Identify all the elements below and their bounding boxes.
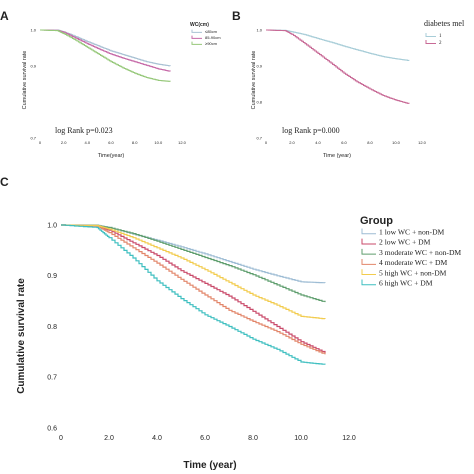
- panel-b: B Cumulative survival rate Time (year) l…: [232, 9, 465, 159]
- panel-b-xtick: 12.0: [418, 140, 427, 145]
- panel-c-xtick: 10.0: [294, 435, 308, 442]
- panel-a-legend-title: WC(cm): [190, 22, 209, 28]
- panel-c-ytick: 0.9: [47, 273, 57, 280]
- panel-a-xtick: 12.0: [178, 140, 187, 145]
- panel-b-xtick: 8.0: [367, 140, 373, 145]
- panel-c-ytick: 0.7: [47, 375, 57, 382]
- panel-c-xtick: 2.0: [104, 435, 114, 442]
- panel-a-ytick: 1.0: [30, 27, 36, 32]
- legend-item-wc-2: 85-90cm: [205, 35, 221, 40]
- panel-c-legend-title: Group: [360, 215, 393, 227]
- panel-c-xtick: 8.0: [248, 435, 258, 442]
- panel-c-xtick: 0: [59, 435, 63, 442]
- panel-a-series-line-2: [40, 29, 171, 72]
- legend-item-group-2: 2 low WC + DM: [379, 238, 431, 247]
- panel-b-ticks: 0 2.0 4.0 6.0 8.0 10.0 12.0 0.7 0.8 0.9 1.0: [256, 27, 426, 145]
- panel-b-lines: [266, 29, 410, 104]
- panel-a-xtick: 2.0: [61, 140, 67, 145]
- panel-b-ytick: 0.9: [256, 63, 262, 68]
- panel-c-legend-swatch: [361, 238, 376, 245]
- legend-item-group-1: 1 low WC + non-DM: [379, 228, 445, 237]
- panel-a-legend-swatch: [191, 41, 202, 45]
- panel-a-label: A: [0, 9, 9, 23]
- panel-c-ylabel: Cumulative survival rate: [16, 278, 27, 394]
- panel-a-xtick: 10.0: [154, 140, 163, 145]
- panel-c-ytick: 1.0: [47, 222, 57, 229]
- panel-b-xtick: 6.0: [341, 140, 347, 145]
- panel-a-xtick: 0: [39, 140, 42, 145]
- panel-c-ytick: 0.6: [47, 425, 57, 432]
- panel-b-legend: 12: [425, 33, 442, 46]
- panel-c-label: C: [0, 175, 9, 189]
- panel-c-legend-swatch: [361, 259, 376, 265]
- panel-c-legend-swatch: [361, 269, 376, 276]
- panel-c-ticks: 0 2.0 4.0 6.0 8.0 10.0 12.0 0.6 0.7 0.8 0.9 1.0: [47, 222, 356, 442]
- panel-a-legend-swatch: [191, 35, 202, 39]
- panel-c: C Cumulative survival rate Time (year) G…: [0, 175, 461, 471]
- legend-item-dm-1: 1: [439, 34, 442, 39]
- legend-item-wc-1: ≤85cm: [205, 29, 218, 34]
- panel-b-xtick: 0: [265, 140, 268, 145]
- panel-b-xtick: 2.0: [289, 140, 295, 145]
- panel-b-legend-title: diabetes mel: [424, 19, 465, 28]
- panel-a-ylabel: Cumulative survival rate: [22, 51, 28, 110]
- panel-c-ytick: 0.8: [47, 324, 57, 331]
- panel-b-ytick: 1.0: [256, 27, 262, 32]
- panel-b-xtick: 4.0: [315, 140, 321, 145]
- panel-c-xtick: 12.0: [342, 435, 356, 442]
- panel-a-xtick: 4.0: [85, 140, 91, 145]
- panel-c-legend: 1 low WC + non-DM2 low WC + DM3 moderate…: [361, 228, 461, 288]
- panel-a-legend-swatch: [191, 29, 202, 33]
- panel-b-legend-swatch: [425, 40, 436, 44]
- panel-a-xlabel: Time(year): [98, 153, 125, 159]
- panel-c-xlabel: Time (year): [183, 460, 236, 471]
- panel-c-legend-swatch: [361, 228, 376, 235]
- panel-c-xtick: 4.0: [152, 435, 162, 442]
- panel-a-annotation: log Rank p=0.023: [55, 126, 113, 135]
- panel-b-xlabel: Time (year): [323, 153, 351, 159]
- panel-c-xtick: 6.0: [200, 435, 210, 442]
- panel-c-series-line-2: [61, 224, 326, 353]
- legend-item-dm-2: 2: [439, 41, 442, 46]
- panel-a: A Cumulative survival rate Time(year) lo…: [0, 9, 221, 159]
- panel-a-xtick: 6.0: [108, 140, 114, 145]
- panel-c-series-line-6: [61, 224, 326, 365]
- legend-item-group-5: 5 high WC + non-DM: [379, 268, 447, 277]
- panel-a-series-line-3: [40, 29, 171, 82]
- panel-c-series-line-4: [61, 224, 326, 355]
- panel-b-label: B: [232, 9, 241, 23]
- panel-a-ytick: 0.7: [30, 135, 36, 140]
- legend-item-wc-3: ≥90cm: [205, 41, 218, 46]
- panel-b-ytick: 0.7: [256, 135, 262, 140]
- panel-b-legend-swatch: [425, 33, 436, 37]
- panel-c-lines: [61, 224, 326, 365]
- panel-c-legend-swatch: [361, 279, 376, 286]
- panel-b-series-line-1: [266, 29, 410, 61]
- panel-a-xtick: 8.0: [132, 140, 138, 145]
- legend-item-group-6: 6 high WC + DM: [379, 279, 433, 288]
- panel-a-ytick: 0.9: [30, 63, 36, 68]
- panel-c-legend-swatch: [361, 248, 376, 255]
- panel-b-ytick: 0.8: [256, 99, 262, 104]
- panel-a-series-line-1: [40, 29, 171, 67]
- legend-item-group-3: 3 moderate WC + non-DM: [379, 248, 461, 257]
- panel-b-series-line-2: [266, 29, 410, 104]
- panel-c-series-line-5: [61, 224, 326, 320]
- panel-a-lines: [40, 29, 171, 82]
- legend-item-group-4: 4 moderate WC + DM: [379, 258, 448, 267]
- panel-b-ylabel: Cumulative survival rate: [251, 51, 257, 110]
- panel-c-series-line-3: [61, 224, 326, 303]
- panel-a-ticks: 0 2.0 4.0 6.0 8.0 10.0 12.0 0.7 0.9 1.0: [30, 27, 186, 145]
- panel-b-xtick: 10.0: [392, 140, 401, 145]
- panel-b-annotation: log Rank p=0.000: [282, 126, 340, 135]
